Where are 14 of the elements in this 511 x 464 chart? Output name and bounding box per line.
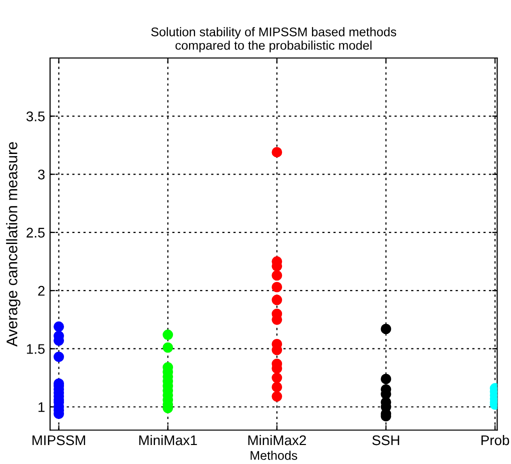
x-tick-label: MiniMax2 — [248, 434, 306, 446]
x-tick-label: SSH — [372, 435, 400, 446]
x-tick-label: MIPSSM — [32, 435, 86, 446]
y-tick-label: 2 — [38, 286, 45, 296]
y-tick-label: 3 — [38, 170, 45, 180]
y-tick-label: 1 — [38, 402, 45, 412]
x-axis-title: Methods — [250, 450, 298, 460]
y-tick-label: 2.5 — [26, 228, 45, 238]
x-tick-label: MiniMax1 — [139, 434, 197, 446]
y-axis-title: Average cancellation measure — [6, 142, 20, 347]
x-tick-label: Prob — [481, 434, 510, 446]
y-tick-label: 1.5 — [26, 344, 45, 354]
y-tick-label: 3.5 — [26, 111, 45, 122]
chart-title: Solution stability of MIPSSM based methods compared to the probabilistic model — [151, 27, 396, 52]
